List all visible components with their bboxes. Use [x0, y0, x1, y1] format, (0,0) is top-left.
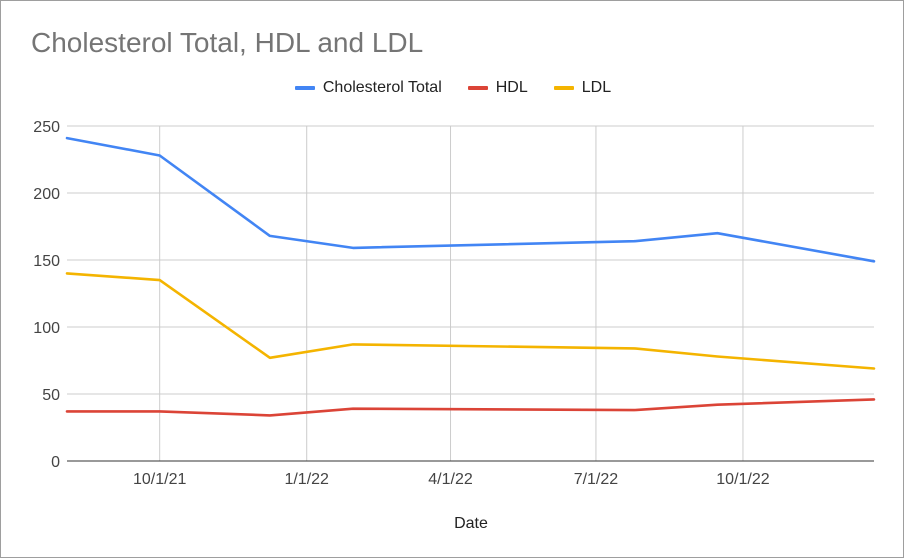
x-axis-title: Date: [454, 515, 488, 532]
x-tick-label: 10/1/21: [133, 471, 186, 488]
y-tick-label: 250: [33, 119, 60, 136]
chart-title: Cholesterol Total, HDL and LDL: [31, 27, 424, 58]
x-tick-label: 7/1/22: [574, 471, 619, 488]
legend-swatch: [467, 86, 488, 90]
series-line-cholesterol-total: [65, 136, 876, 263]
legend-item: LDL: [553, 79, 612, 97]
y-tick-label: 0: [51, 454, 60, 471]
legend-label: HDL: [495, 79, 528, 96]
x-tick-label: 1/1/22: [284, 471, 329, 488]
x-tick-label: 4/1/22: [428, 471, 473, 488]
y-tick-label: 150: [33, 253, 60, 270]
legend-swatch: [553, 86, 574, 90]
legend-label: Cholesterol Total: [322, 79, 442, 96]
chart-legend: Cholesterol Total HDL LDL: [1, 79, 904, 97]
y-tick-label: 100: [33, 320, 60, 337]
series-line-ldl: [65, 272, 876, 370]
y-tick-label: 50: [42, 387, 60, 404]
series-line-hdl: [65, 398, 876, 417]
x-tick-label: 10/1/22: [716, 471, 769, 488]
y-tick-label: 200: [33, 186, 60, 203]
legend-swatch: [294, 86, 315, 90]
legend-label: LDL: [581, 79, 612, 96]
legend-item: HDL: [467, 79, 528, 97]
legend-item: Cholesterol Total: [294, 79, 442, 97]
